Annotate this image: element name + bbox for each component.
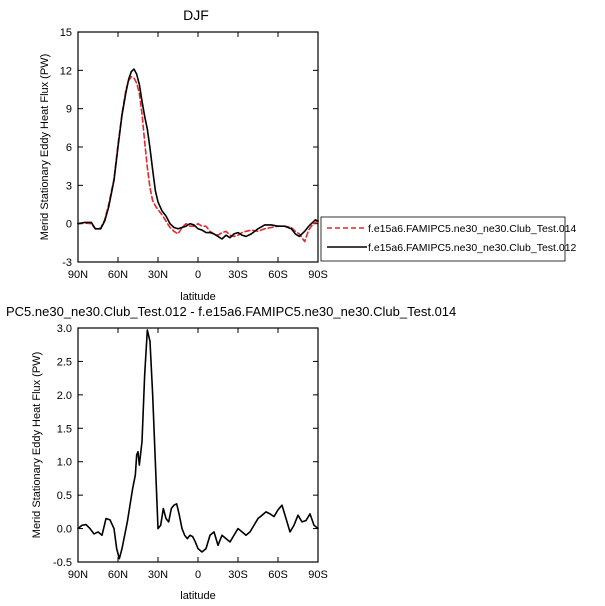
legend-label-test014: f.e15a6.FAMIPC5.ne30_ne30.Club_Test.014 bbox=[368, 223, 577, 235]
bottom-y-tick-label: 2.0 bbox=[57, 390, 72, 402]
bottom-y-axis-label: Merid Stationary Eddy Heat Flux (PW) bbox=[31, 352, 43, 538]
legend-label-test012: f.e15a6.FAMIPC5.ne30_ne30.Club_Test.012 bbox=[368, 242, 577, 254]
legend: f.e15a6.FAMIPC5.ne30_ne30.Club_Test.014 … bbox=[320, 216, 577, 262]
bottom-y-axis: -0.5 0.0 0.5 1.0 1.5 2.0 2.5 3.0 bbox=[53, 323, 318, 569]
top-y-axis-label: Merid Stationary Eddy Heat Flux (PW) bbox=[39, 54, 51, 240]
bottom-x-tick-label: 60S bbox=[268, 569, 288, 581]
top-x-tick-label: 60S bbox=[268, 269, 288, 281]
top-x-tick-label: 90N bbox=[68, 269, 88, 281]
top-y-tick-label: 15 bbox=[60, 27, 72, 39]
top-y-tick-label: 12 bbox=[60, 65, 72, 77]
top-series-line-1 bbox=[77, 68, 319, 240]
top-series-lines bbox=[77, 68, 319, 243]
top-x-tick-label: 90S bbox=[308, 269, 328, 281]
bottom-y-tick-label: -0.5 bbox=[53, 557, 72, 569]
bottom-y-tick-label: 1.5 bbox=[57, 423, 72, 435]
top-y-tick-label: 6 bbox=[66, 142, 72, 154]
top-x-tick-label: 0 bbox=[195, 269, 201, 281]
bottom-x-tick-label: 60N bbox=[108, 569, 128, 581]
bottom-series-line-0 bbox=[77, 329, 319, 560]
legend-box bbox=[320, 216, 566, 262]
bottom-x-axis-label: latitude bbox=[180, 590, 215, 602]
top-panel: DJF -3 0 3 6 9 12 15 90N 60N 30N 0 30S 60S 90S latit… bbox=[39, 7, 328, 303]
top-series-line-0 bbox=[77, 75, 319, 243]
bottom-y-tick-label: 2.5 bbox=[57, 356, 72, 368]
top-y-tick-label: 9 bbox=[66, 104, 72, 116]
bottom-panel-title: PC5.ne30_ne30.Club_Test.012 - f.e15a6.FA… bbox=[6, 304, 456, 319]
top-x-tick-label: 60N bbox=[108, 269, 128, 281]
top-x-axis-label: latitude bbox=[180, 291, 215, 303]
top-y-tick-label: -3 bbox=[62, 257, 72, 269]
bottom-y-tick-label: 0.5 bbox=[57, 490, 72, 502]
bottom-x-tick-label: 30N bbox=[148, 569, 168, 581]
top-panel-title: DJF bbox=[183, 7, 209, 23]
top-y-axis: -3 0 3 6 9 12 15 bbox=[60, 27, 318, 269]
top-x-tick-label: 30S bbox=[228, 269, 248, 281]
bottom-x-tick-label: 90N bbox=[68, 569, 88, 581]
bottom-x-axis: 90N 60N 30N 0 30S 60S 90S bbox=[68, 328, 328, 581]
top-y-tick-label: 3 bbox=[66, 180, 72, 192]
top-x-tick-label: 30N bbox=[148, 269, 168, 281]
bottom-series-lines bbox=[77, 329, 319, 560]
bottom-y-tick-label: 3.0 bbox=[57, 323, 72, 335]
bottom-y-tick-label: 0.0 bbox=[57, 524, 72, 536]
bottom-x-tick-label: 90S bbox=[308, 569, 328, 581]
bottom-x-tick-label: 30S bbox=[228, 569, 248, 581]
bottom-x-tick-label: 0 bbox=[195, 569, 201, 581]
bottom-y-tick-label: 1.0 bbox=[57, 457, 72, 469]
top-plot-frame bbox=[77, 31, 319, 263]
bottom-panel: PC5.ne30_ne30.Club_Test.012 - f.e15a6.FA… bbox=[6, 304, 456, 602]
top-x-axis: 90N 60N 30N 0 30S 60S 90S bbox=[68, 32, 328, 281]
top-y-tick-label: 0 bbox=[66, 219, 72, 231]
